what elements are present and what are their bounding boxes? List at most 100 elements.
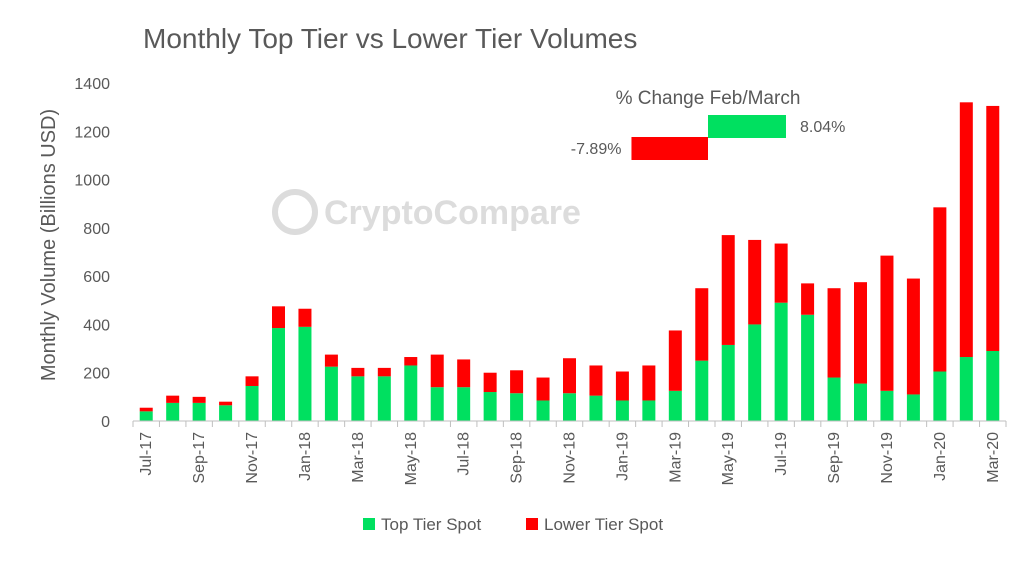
bar-lower-tier: [510, 370, 524, 394]
x-tick-label: Jul-17: [138, 432, 155, 476]
y-tick-label: 400: [83, 317, 110, 334]
bar-lower-tier: [986, 105, 1000, 351]
bar-top-tier: [827, 377, 841, 421]
bar-lower-tier: [668, 330, 682, 391]
bar-top-tier: [483, 392, 497, 421]
bar-top-tier: [854, 383, 867, 421]
bar-top-tier: [721, 344, 735, 421]
bar-top-tier: [457, 387, 471, 421]
bar-lower-tier: [404, 357, 418, 366]
inset-title: % Change Feb/March: [616, 88, 801, 109]
watermark-logo-icon: [272, 189, 318, 235]
bar-lower-tier: [615, 371, 629, 401]
bar-lower-tier: [827, 288, 841, 378]
bar-top-tier: [959, 357, 973, 421]
bar-lower-tier: [880, 255, 894, 391]
bar-top-tier: [748, 324, 762, 421]
bar-top-tier: [510, 393, 524, 421]
bar-top-tier: [801, 314, 815, 421]
bar-lower-tier: [351, 367, 365, 377]
bar-top-tier: [272, 328, 285, 421]
x-axis: Jul-17 Sep-17 Nov-17 Jan-18 Mar-18 May-18 Jul-…: [132, 420, 1007, 485]
bar-top-tier: [933, 371, 947, 421]
bar-lower-tier: [483, 372, 497, 393]
chart-title: Monthly Top Tier vs Lower Tier Volumes: [143, 23, 637, 54]
bar-top-tier: [668, 390, 682, 421]
legend: Top Tier Spot Lower Tier Spot: [363, 515, 663, 534]
x-tick-label: Jan-19: [614, 432, 631, 481]
bar-top-tier: [324, 366, 338, 421]
bar-lower-tier: [430, 354, 444, 388]
inset-value-label: -7.89%: [571, 141, 622, 158]
y-axis: 0 200 400 600 800 1000 1200 1400: [74, 76, 110, 431]
y-tick-label: 800: [83, 221, 110, 238]
bar-top-tier: [219, 405, 233, 421]
inset-bar-positive: [708, 115, 786, 138]
bar-lower-tier: [219, 401, 233, 406]
y-tick-label: 0: [101, 414, 110, 431]
x-tick-label: Jul-19: [773, 432, 790, 476]
bar-top-tier: [642, 400, 656, 421]
bar-top-tier: [589, 395, 603, 421]
bar-top-tier: [536, 400, 550, 421]
x-tick-label: May-18: [403, 432, 420, 485]
bar-top-tier: [880, 390, 894, 421]
bar-lower-tier: [801, 283, 815, 315]
y-tick-label: 1000: [74, 173, 110, 190]
y-tick-label: 1200: [74, 124, 110, 141]
legend-label: Top Tier Spot: [381, 515, 481, 534]
bar-top-tier: [192, 402, 206, 421]
bar-lower-tier: [377, 367, 391, 377]
bar-lower-tier: [166, 395, 180, 403]
legend-swatch: [526, 518, 538, 530]
x-tick-label: Sep-17: [191, 432, 208, 484]
x-tick-label: Sep-19: [826, 432, 843, 484]
bar-lower-tier: [721, 235, 735, 345]
bar-top-tier: [695, 360, 709, 421]
bar-top-tier: [377, 376, 391, 421]
bar-lower-tier: [589, 365, 603, 396]
bar-lower-tier: [272, 306, 285, 329]
legend-swatch: [363, 518, 375, 530]
x-tick-label: Mar-18: [350, 432, 367, 483]
x-tick-label: Nov-18: [562, 432, 579, 484]
inset-value-label: 8.04%: [800, 119, 845, 136]
bar-top-tier: [563, 393, 576, 421]
bar-top-tier: [404, 365, 418, 421]
bars: [139, 102, 1000, 421]
x-tick-label: Jul-18: [456, 432, 473, 476]
bar-top-tier: [906, 394, 920, 421]
bar-top-tier: [430, 387, 444, 421]
bar-top-tier: [139, 411, 153, 421]
x-tick-label: Mar-19: [667, 432, 684, 483]
bar-lower-tier: [642, 365, 656, 401]
x-tick-label: Mar-20: [985, 432, 1002, 483]
y-tick-label: 600: [83, 269, 110, 286]
bar-lower-tier: [906, 278, 920, 395]
bar-lower-tier: [933, 207, 947, 372]
bar-top-tier: [351, 376, 365, 421]
bar-lower-tier: [959, 102, 973, 358]
bar-lower-tier: [854, 282, 867, 384]
bar-top-tier: [245, 385, 259, 421]
y-axis-label: Monthly Volume (Billions USD): [38, 109, 60, 381]
bar-lower-tier: [695, 288, 709, 361]
bar-top-tier: [986, 350, 1000, 421]
x-tick-label: Nov-17: [244, 432, 261, 484]
x-tick-label: Jan-18: [297, 432, 314, 481]
x-tick-label: Sep-18: [509, 432, 526, 484]
x-tick-label: Nov-19: [879, 432, 896, 484]
inset-chart: % Change Feb/March -7.89% 8.04%: [571, 88, 845, 160]
bar-lower-tier: [748, 239, 762, 325]
legend-label: Lower Tier Spot: [544, 515, 663, 534]
x-tick-label: May-19: [720, 432, 737, 485]
bar-lower-tier: [563, 358, 576, 394]
bar-top-tier: [298, 326, 312, 421]
bar-top-tier: [615, 400, 629, 421]
bar-lower-tier: [536, 377, 550, 401]
watermark: CryptoCompare: [272, 189, 581, 235]
bar-lower-tier: [457, 359, 471, 388]
bar-lower-tier: [192, 396, 206, 403]
x-tick-label: Jan-20: [932, 432, 949, 481]
